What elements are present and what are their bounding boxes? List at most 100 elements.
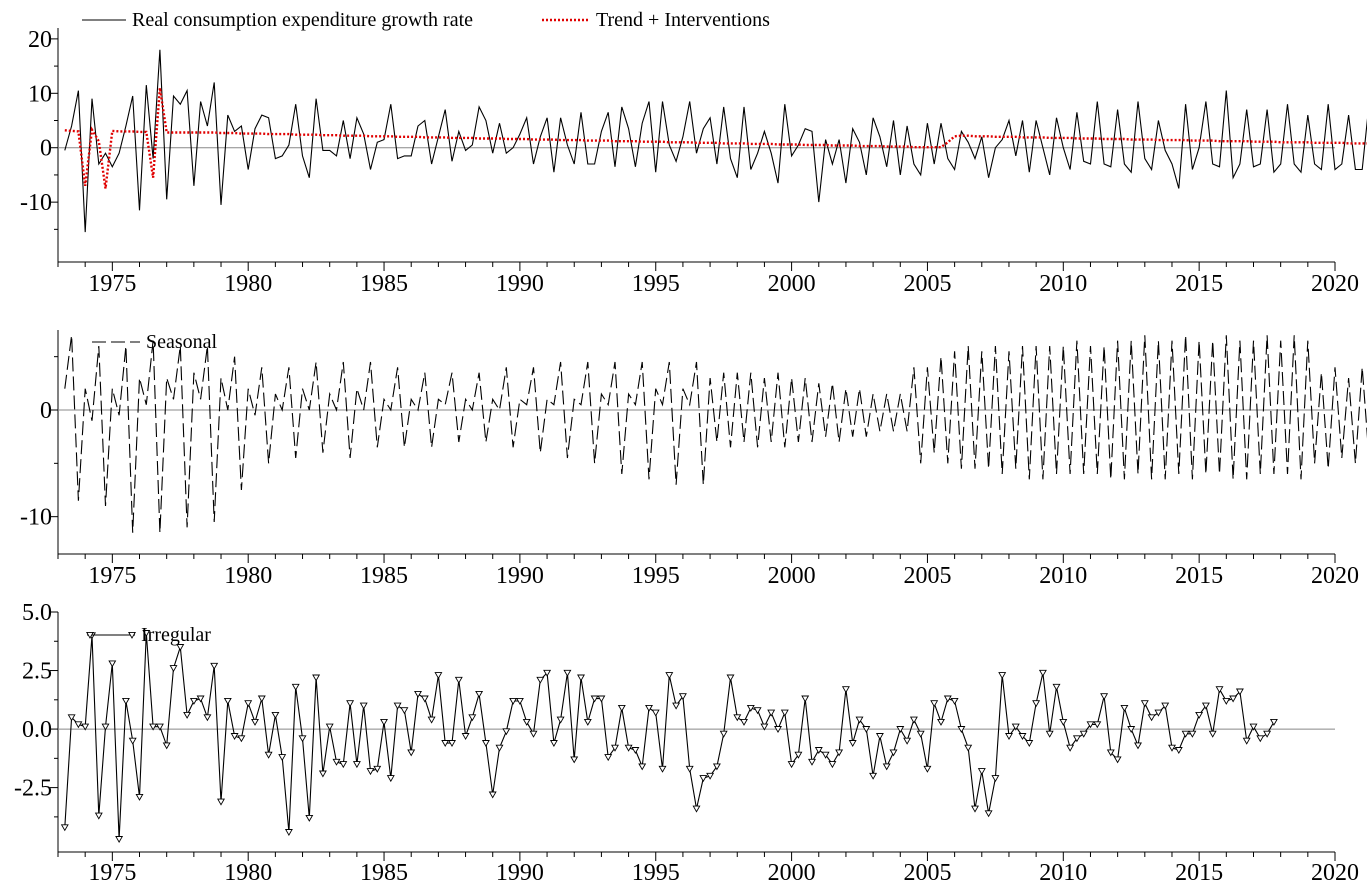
data-point-marker [481,740,490,748]
data-point-marker [1229,695,1238,703]
data-point-marker [597,695,606,703]
x-tick-label: 1985 [360,860,408,886]
data-point-marker [943,695,952,703]
data-point-marker [875,733,884,741]
data-point-marker [740,718,748,726]
data-point-marker [1249,723,1258,731]
data-point-marker [1181,730,1190,738]
data-point-marker [543,669,552,677]
data-point-marker [937,718,945,726]
series-line-1 [64,335,1367,533]
data-point-marker [950,697,959,705]
data-point-marker [645,704,653,712]
data-point-marker [135,793,144,801]
data-point-marker [189,697,198,705]
data-point-marker [522,718,531,726]
data-point-marker [407,749,416,757]
data-point-marker [1011,723,1020,731]
y-tick-label: 2.5 [22,659,52,685]
x-tick-label: 2015 [1175,271,1223,297]
data-point-marker [971,805,979,813]
data-point-marker [257,695,266,703]
data-point-marker [339,761,348,769]
data-point-marker [454,676,463,684]
y-tick-label: 5.0 [22,600,52,626]
data-point-marker [448,740,456,748]
data-point-marker [217,798,225,806]
data-point-marker [896,726,905,734]
y-tick-label: 10 [28,81,52,107]
y-tick-label: 0 [40,136,52,162]
x-tick-label: 1985 [360,271,408,297]
legend-label: Real consumption expenditure growth rate [132,9,473,31]
data-point-marker [848,740,857,748]
data-point-marker [1038,669,1047,677]
x-tick-label: 2015 [1175,563,1223,589]
data-point-marker [570,756,579,764]
x-tick-label: 2015 [1175,860,1223,886]
data-point-marker [1256,735,1265,743]
data-point-marker [142,630,151,638]
data-point-marker [515,697,524,705]
data-point-marker [746,704,755,712]
data-point-marker [420,695,429,703]
data-point-marker [964,744,973,752]
data-point-marker [359,702,368,710]
data-point-marker [183,711,192,719]
data-point-marker [400,707,409,715]
data-point-marker [882,763,891,771]
series-line-1 [64,49,1367,233]
x-tick-label: 1975 [88,271,136,297]
x-tick-label: 2000 [768,271,816,297]
data-point-marker [108,660,117,668]
data-point-marker [393,702,402,710]
y-tick-label: -10 [20,190,52,216]
data-point-marker [1005,733,1013,741]
data-point-marker [563,669,572,677]
data-point-marker [1215,686,1224,694]
series-line-1 [64,633,1275,840]
x-tick-label: 1990 [496,271,544,297]
data-point-marker [611,744,619,752]
data-point-marker [801,695,810,703]
x-tick-label: 2010 [1039,860,1087,886]
data-point-marker [121,697,130,705]
data-point-marker [434,672,443,680]
data-point-marker [244,700,253,708]
panel-irregular: 1975 1980 1985 1990 1995 2000 2005 2010 2015 2020… [14,600,1359,886]
data-point-marker [1127,726,1136,734]
data-point-marker [699,775,708,783]
data-point-marker [427,716,436,724]
data-point-marker [264,751,273,759]
data-point-marker [196,695,205,703]
data-point-marker [495,744,504,752]
data-point-marker [325,723,334,731]
x-tick-label: 1995 [632,860,680,886]
x-tick-label: 1995 [632,271,680,297]
x-tick-label: 1985 [360,563,408,589]
data-point-marker [1134,742,1142,750]
data-point-marker [692,805,701,813]
data-point-marker [380,718,388,726]
y-tick-label: -2.5 [14,776,52,802]
data-point-marker [230,733,239,741]
data-point-marker [869,772,878,780]
data-point-marker [176,644,185,652]
x-tick-label: 2005 [903,860,951,886]
data-point-marker [719,730,728,738]
legend-marker [128,631,136,639]
data-point-marker [1120,704,1129,712]
series-line-2 [64,87,1367,189]
data-point-marker [1045,730,1054,738]
data-point-marker [828,761,837,769]
data-point-marker [318,770,327,778]
data-point-marker [1269,718,1278,726]
x-tick-label: 1980 [224,860,272,886]
data-point-marker [332,758,341,766]
data-point-marker [271,711,280,719]
data-point-marker [984,810,993,818]
data-point-marker [889,749,898,757]
data-point-marker [909,716,918,724]
data-point-marker [162,742,171,750]
